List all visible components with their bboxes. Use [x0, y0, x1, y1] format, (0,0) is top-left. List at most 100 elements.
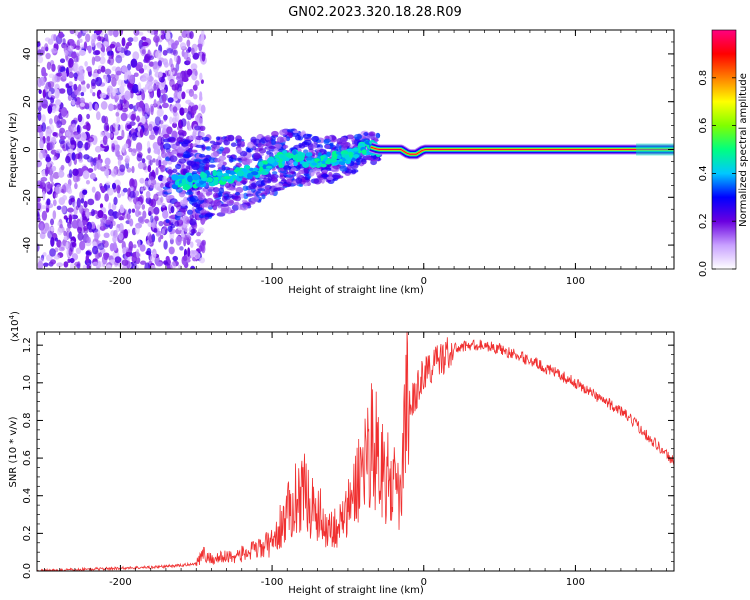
- spectrogram-cell: [127, 37, 134, 43]
- spectrogram-cell: [78, 220, 84, 228]
- spectrogram-cell: [45, 156, 52, 163]
- spectrogram-cell: [326, 151, 331, 157]
- spectrogram-cell: [68, 57, 74, 68]
- colorbar-label: Normalized spectral amplitude: [738, 73, 749, 227]
- spectrogram-cell: [147, 84, 154, 92]
- spectrogram-cell: [121, 37, 126, 47]
- spectrogram-cell: [253, 152, 261, 159]
- spectrogram-cell: [126, 124, 132, 130]
- spectrogram-cell: [200, 241, 205, 252]
- spectrogram-cell: [68, 169, 73, 178]
- spectrogram-cell: [161, 202, 166, 208]
- spectrogram-cell: [124, 50, 131, 56]
- spectrogram-cell: [213, 158, 221, 163]
- spectrogram-cell: [139, 260, 147, 265]
- spectrogram-cell: [82, 125, 89, 130]
- spectrogram-cell: [72, 168, 79, 176]
- spectrogram-cell: [153, 228, 158, 233]
- spectrogram-cell: [102, 45, 106, 53]
- spectrogram-cell: [68, 214, 73, 224]
- spectrogram-cell: [177, 148, 186, 154]
- spectrogram-cell: [160, 34, 165, 40]
- spectrogram-cell: [292, 149, 297, 155]
- spectrogram-cell: [95, 30, 103, 35]
- spectrogram-cell: [87, 168, 94, 173]
- spectrogram-cell: [82, 264, 87, 269]
- spectrogram-cell: [58, 88, 66, 94]
- spectrogram-cell: [162, 49, 168, 56]
- spectrogram-cell: [83, 102, 90, 108]
- spectrogram-cell: [82, 216, 87, 221]
- spectrogram-cell: [96, 159, 102, 170]
- spectrogram-cell: [184, 30, 190, 35]
- svg-text:(x104): (x104): [8, 311, 21, 342]
- spectrogram-cell: [298, 144, 306, 149]
- spectrogram-cell: [186, 56, 191, 65]
- spectrogram-cell: [212, 186, 220, 193]
- spectrogram-cell: [234, 195, 242, 202]
- spectrogram-cell: [52, 131, 58, 137]
- spectrogram-cell: [208, 164, 216, 168]
- spectrogram-cell: [82, 189, 88, 196]
- spectrogram-cell: [177, 83, 182, 94]
- spectrogram-cell: [338, 161, 346, 165]
- spectrogram-cell: [102, 135, 108, 145]
- spectrogram-cell: [141, 115, 146, 125]
- spectrogram-cell: [167, 97, 174, 104]
- spectrogram-cell: [123, 71, 128, 81]
- spectrogram-cell: [153, 206, 160, 215]
- spectrogram-cell: [100, 51, 106, 57]
- spectrogram-cell: [119, 85, 125, 94]
- spectrogram-cell: [315, 171, 321, 177]
- spectrogram-cell: [51, 63, 56, 72]
- spectrogram-cell: [65, 131, 72, 137]
- figure-title: GN02.2023.320.18.28.R09: [288, 5, 462, 20]
- spectrogram-cell: [204, 216, 210, 220]
- spectrogram-cell: [109, 43, 116, 49]
- spectrogram-cell: [167, 40, 172, 48]
- spectrogram-cell: [111, 143, 115, 153]
- spectrogram-cell: [104, 157, 111, 166]
- spectrogram-cell: [92, 261, 99, 267]
- spectrogram-cell: [111, 168, 117, 178]
- spectrogram-cell: [172, 255, 178, 262]
- spectrogram-cell: [77, 232, 84, 241]
- snr-y-tick-label: 0.6: [22, 450, 33, 466]
- spectrogram-cell: [87, 101, 93, 111]
- spectrogram-cell: [271, 130, 279, 137]
- spectrogram-cell: [328, 172, 333, 177]
- spectrogram-cell: [172, 49, 178, 57]
- spectrogram-cell: [188, 134, 197, 140]
- spectrogram-cell: [94, 145, 102, 153]
- spectrogram-cell: [38, 89, 42, 95]
- spectrogram-cell: [140, 187, 144, 192]
- snr-y-label: SNR (10 * v/v): [8, 416, 19, 487]
- spectrogram-cell: [148, 123, 153, 132]
- spectrogram-cell: [155, 158, 159, 167]
- spectrogram-cell: [276, 186, 285, 191]
- spectrogram-cell: [116, 115, 121, 124]
- spectrogram-cell: [191, 173, 200, 181]
- spectrogram-cell: [143, 180, 150, 191]
- spectrogram-cell: [114, 256, 122, 264]
- spectrogram-cell: [104, 116, 109, 125]
- spectrogram-cell: [242, 185, 249, 192]
- spectrogram-cell: [221, 164, 226, 172]
- spectrogram-cell: [375, 132, 381, 139]
- spectrogram-cell: [199, 72, 203, 81]
- spectrogram-cell: [70, 261, 75, 269]
- spectrogram-cell: [292, 130, 299, 134]
- spectrogram-cell: [141, 158, 146, 164]
- spectrogram-cell: [70, 51, 77, 59]
- spectrogram-cell: [200, 34, 205, 44]
- spectrogram-cell: [45, 207, 50, 213]
- spectrogram-cell: [177, 91, 183, 100]
- spectrogram-cell: [150, 92, 154, 99]
- spectrogram-cell: [246, 172, 254, 180]
- snr-y-ticks: 0.0 0.2 0.4 0.6 0.8 1.0 1.2: [22, 337, 674, 579]
- spectrogram-cell: [92, 50, 100, 56]
- spectrogram-cell: [195, 144, 204, 149]
- spectrogram-cell: [76, 91, 81, 96]
- spectrogram-cell: [159, 164, 166, 172]
- colorbar: 0.0 0.2 0.4 0.6 0.8 Normalized spectral ampl…: [698, 29, 749, 277]
